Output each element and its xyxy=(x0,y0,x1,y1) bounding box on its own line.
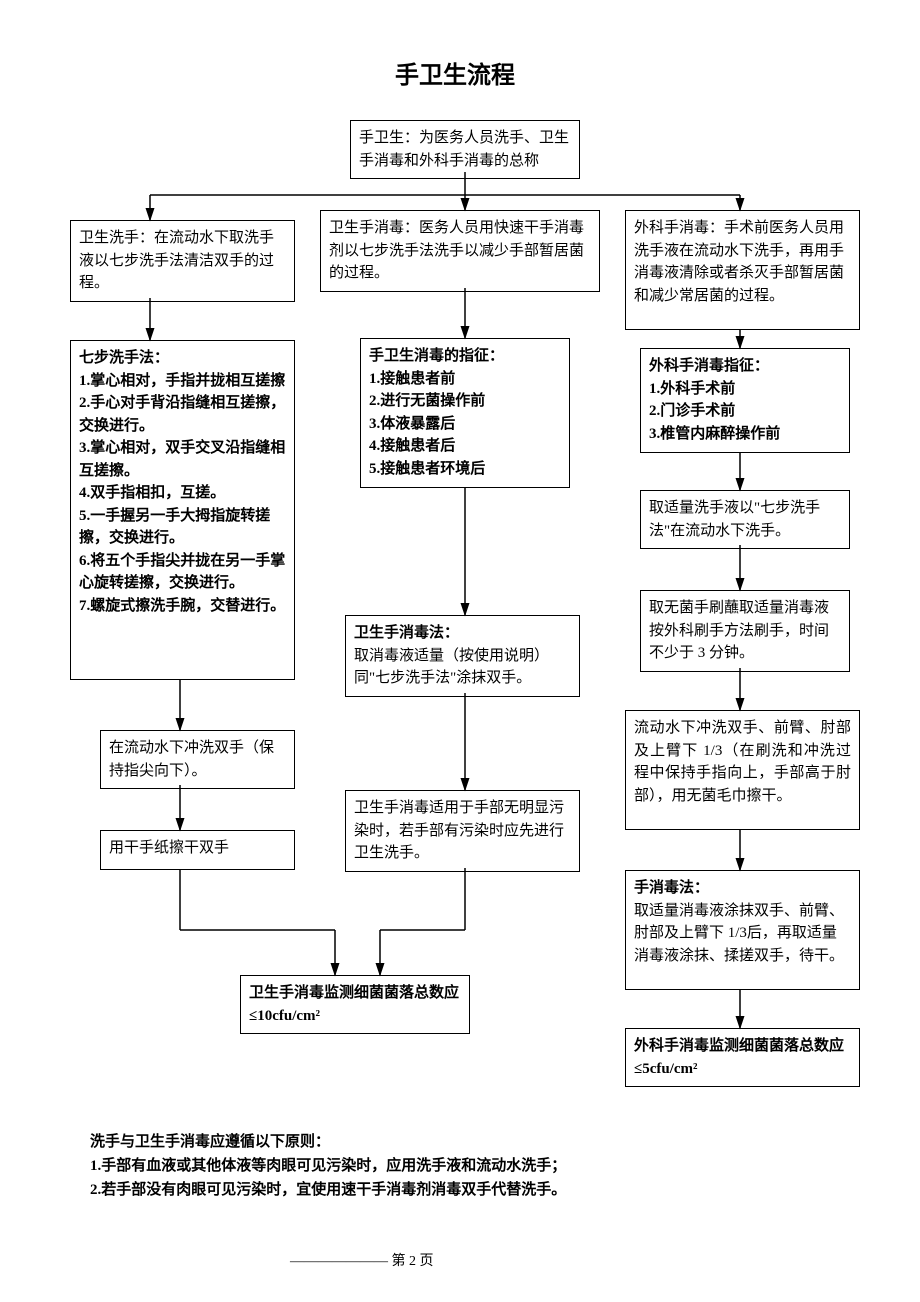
col3-wash: 取适量洗手液以"七步洗手法"在流动水下洗手。 xyxy=(640,490,850,549)
step-3: 3.掌心相对，双手交叉沿指缝相互搓擦。 xyxy=(79,437,286,482)
col1-rinse: 在流动水下冲洗双手（保持指尖向下）。 xyxy=(100,730,295,789)
c3-ind-2: 2.门诊手术前 xyxy=(649,400,841,423)
step-7: 7.螺旋式擦洗手腕，交替进行。 xyxy=(79,595,286,618)
col3-rinse: 流动水下冲洗双手、前臂、肘部及上臂下 1/3（在刷洗和冲洗过程中保持手指向上，手… xyxy=(625,710,860,830)
pagenum-dash: ——————— xyxy=(290,1254,388,1269)
footer-p2: 2.若手部没有肉眼可见污染时，宜使用速干手消毒剂消毒双手代替洗手。 xyxy=(90,1178,566,1202)
col2-method: 卫生手消毒法： 取消毒液适量（按使用说明）同"七步洗手法"涂抹双手。 xyxy=(345,615,580,697)
step-1: 1.掌心相对，手指并拢相互搓擦 xyxy=(79,370,286,393)
c2-ind-3: 3.体液暴露后 xyxy=(369,413,561,436)
footer-heading: 洗手与卫生手消毒应遵循以下原则： xyxy=(90,1130,566,1154)
c2-meth-heading: 卫生手消毒法： xyxy=(354,622,571,645)
c2-ind-5: 5.接触患者环境后 xyxy=(369,458,561,481)
c2-ind-heading: 手卫生消毒的指征： xyxy=(369,345,561,368)
col3-outcome: 外科手消毒监测细菌菌落总数应≤5cfu/cm² xyxy=(625,1028,860,1087)
col2-indications: 手卫生消毒的指征： 1.接触患者前 2.进行无菌操作前 3.体液暴露后 4.接触… xyxy=(360,338,570,488)
col2-note: 卫生手消毒适用于手部无明显污染时，若手部有污染时应先进行卫生洗手。 xyxy=(345,790,580,872)
col1-steps: 七步洗手法： 1.掌心相对，手指并拢相互搓擦 2.手心对手背沿指缝相互搓擦，交换… xyxy=(70,340,295,680)
footer-principles: 洗手与卫生手消毒应遵循以下原则： 1.手部有血液或其他体液等肉眼可见污染时，应用… xyxy=(90,1130,566,1202)
col3-indications: 外科手消毒指征： 1.外科手术前 2.门诊手术前 3.椎管内麻醉操作前 xyxy=(640,348,850,453)
c3-ind-1: 1.外科手术前 xyxy=(649,378,841,401)
steps-heading: 七步洗手法： xyxy=(79,347,286,370)
step-2: 2.手心对手背沿指缝相互搓擦，交换进行。 xyxy=(79,392,286,437)
c2-ind-4: 4.接触患者后 xyxy=(369,435,561,458)
c2-ind-1: 1.接触患者前 xyxy=(369,368,561,391)
step-5: 5.一手握另一手大拇指旋转搓擦，交换进行。 xyxy=(79,505,286,550)
footer-p1: 1.手部有血液或其他体液等肉眼可见污染时，应用洗手液和流动水洗手； xyxy=(90,1154,566,1178)
col1-def: 卫生洗手：在流动水下取洗手液以七步洗手法清洁双手的过程。 xyxy=(70,220,295,302)
c2-meth-body: 取消毒液适量（按使用说明）同"七步洗手法"涂抹双手。 xyxy=(354,645,571,690)
col3-def: 外科手消毒：手术前医务人员用洗手液在流动水下洗手，再用手消毒液清除或者杀灭手部暂… xyxy=(625,210,860,330)
page-title: 手卫生流程 xyxy=(395,55,515,90)
step-4: 4.双手指相扣，互搓。 xyxy=(79,482,286,505)
c3-ind-heading: 外科手消毒指征： xyxy=(649,355,841,378)
col3-disinfect: 手消毒法： 取适量消毒液涂抹双手、前臂、肘部及上臂下 1/3后，再取适量消毒液涂… xyxy=(625,870,860,990)
root-box: 手卫生：为医务人员洗手、卫生手消毒和外科手消毒的总称 xyxy=(350,120,580,179)
c3-dis-heading: 手消毒法： xyxy=(634,877,851,900)
col1-dry: 用干手纸擦干双手 xyxy=(100,830,295,870)
col3-brush: 取无菌手刷蘸取适量消毒液按外科刷手方法刷手，时间不少于 3 分钟。 xyxy=(640,590,850,672)
page-number: ——————— 第 2 页 xyxy=(290,1250,434,1270)
pagenum-text: 第 2 页 xyxy=(392,1254,434,1269)
c3-ind-3: 3.椎管内麻醉操作前 xyxy=(649,423,841,446)
c2-ind-2: 2.进行无菌操作前 xyxy=(369,390,561,413)
c3-dis-body: 取适量消毒液涂抹双手、前臂、肘部及上臂下 1/3后，再取适量消毒液涂抹、揉搓双手… xyxy=(634,900,851,968)
col2-outcome: 卫生手消毒监测细菌菌落总数应≤10cfu/cm² xyxy=(240,975,470,1034)
page: 手卫生流程 手卫生：为医务人员洗手、卫生手消毒和外科手消毒的总称 卫生洗手：在流… xyxy=(0,0,920,1302)
step-6: 6.将五个手指尖并拢在另一手掌心旋转搓擦，交换进行。 xyxy=(79,550,286,595)
col2-def: 卫生手消毒：医务人员用快速干手消毒剂以七步洗手法洗手以减少手部暂居菌的过程。 xyxy=(320,210,600,292)
